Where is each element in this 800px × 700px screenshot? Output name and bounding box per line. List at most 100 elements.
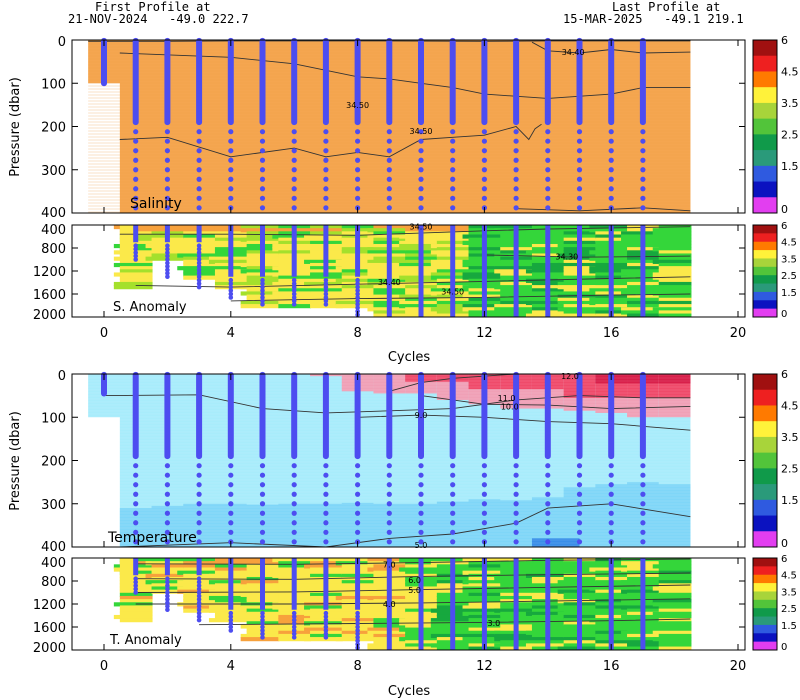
profile-dot	[291, 501, 297, 507]
contour-label-temperature-2: 10.0	[501, 402, 519, 411]
profile-dot	[228, 624, 234, 630]
profile-dot	[228, 472, 234, 478]
profile-dot	[165, 253, 170, 259]
colorbar-salinity-label-0: 6	[781, 34, 788, 47]
profile-dot	[545, 148, 551, 154]
profile-dot	[545, 520, 551, 526]
profile-dot	[640, 205, 646, 211]
profile-dot	[133, 590, 138, 595]
profile-dot	[228, 621, 234, 626]
profile-dot	[165, 579, 170, 585]
profile-dot	[418, 176, 424, 182]
colorbar-swatch	[753, 583, 777, 592]
profile-dot	[260, 291, 265, 297]
profile-dot	[355, 295, 360, 300]
profile-dot	[323, 277, 329, 283]
colorbar-swatch	[753, 87, 777, 104]
profile-dot	[418, 186, 424, 192]
profile-dot	[228, 520, 234, 526]
colorbar-salinity-anomaly-label-4: 1.5	[781, 288, 797, 299]
profile-dot	[196, 600, 202, 606]
profile-dot	[228, 295, 234, 300]
profile-dot	[640, 167, 646, 173]
profile-dot	[164, 195, 170, 201]
colorbar-swatch	[753, 197, 777, 214]
profile-dot	[355, 510, 361, 516]
profile-dot	[355, 129, 361, 135]
profile-dot	[260, 610, 265, 616]
profile-dot	[386, 529, 392, 535]
profile-dot	[418, 167, 424, 173]
colorbar-swatch	[753, 134, 777, 151]
profile-dot	[355, 520, 361, 526]
contour-label-salinity-2: 34.50	[410, 127, 433, 136]
profile-dot	[608, 157, 614, 163]
profile-dot	[323, 205, 329, 211]
profile-dot	[291, 529, 297, 535]
profile-dot	[196, 246, 202, 252]
colorbar-swatch	[753, 250, 777, 259]
profile-dot	[291, 621, 297, 626]
profile-dot	[259, 186, 266, 192]
profile-dot	[196, 267, 202, 273]
profile-dot	[196, 482, 202, 488]
profile-dot	[355, 281, 360, 286]
profile-dot	[196, 491, 202, 497]
profile-dot	[323, 157, 329, 163]
profile-dot	[228, 195, 234, 201]
profile-dot	[355, 631, 360, 637]
colorbar-salinity-anomaly-label-1: 4.5	[781, 238, 797, 249]
profile-dot	[608, 482, 614, 488]
profile-dot	[165, 593, 170, 599]
profile-dot	[386, 195, 392, 201]
profile-dot	[418, 472, 424, 478]
profile-dot	[513, 482, 519, 488]
profile-dot	[450, 529, 456, 535]
colorbar-swatch	[753, 275, 777, 285]
profile-dot	[228, 491, 234, 497]
colorbar-salinity-anomaly-label-5: 0	[781, 309, 787, 320]
salinity-field	[88, 40, 691, 213]
profile-dot	[323, 302, 329, 307]
profile-dot	[355, 624, 360, 630]
profile-dot	[196, 195, 202, 201]
profile-dot	[418, 195, 424, 201]
profile-dot	[165, 267, 170, 273]
profile-dot	[291, 463, 297, 469]
salinity-anomaly-xtick-4: 4	[227, 326, 235, 341]
colorbar-swatch	[753, 291, 777, 301]
profile-dot	[355, 167, 361, 173]
profile-dot	[165, 257, 170, 262]
profile-dot	[259, 167, 266, 173]
colorbar-swatch	[753, 40, 777, 57]
colorbar-salinity-label-2: 3.5	[781, 97, 799, 110]
profile-dot	[259, 510, 266, 516]
profile-dot	[418, 205, 424, 211]
profile-dot	[355, 176, 361, 182]
profile-dot	[196, 472, 202, 478]
salinity-ytick-0: 0	[58, 35, 66, 50]
profile-dot	[513, 539, 519, 545]
profile-dot	[608, 520, 614, 526]
first-profile-title: First Profile at	[95, 0, 211, 14]
profile-dot	[418, 529, 424, 535]
profile-dot	[481, 176, 487, 182]
profile-dot	[608, 491, 614, 497]
temperature-anomaly-ytick-2000: 2000	[33, 641, 66, 656]
profile-dot	[133, 257, 138, 262]
colorbar-swatch	[753, 624, 777, 634]
profile-dot	[418, 157, 424, 163]
profile-dot	[640, 195, 646, 201]
profile-dot	[355, 305, 360, 311]
contour-label-temperature-0: 12.0	[561, 372, 579, 381]
profile-dot	[164, 138, 170, 144]
profile-dot	[291, 631, 297, 637]
profile-dot	[259, 520, 266, 526]
profile-dot	[259, 472, 266, 478]
profile-dot	[259, 501, 266, 507]
temperature-anomaly-ytick-1200: 1200	[33, 598, 66, 613]
contour-label-temperature_anomaly-1: 6.0	[408, 576, 421, 585]
profile-dot	[386, 205, 392, 211]
colorbar-swatch	[753, 374, 777, 391]
profile-dot	[260, 617, 265, 623]
